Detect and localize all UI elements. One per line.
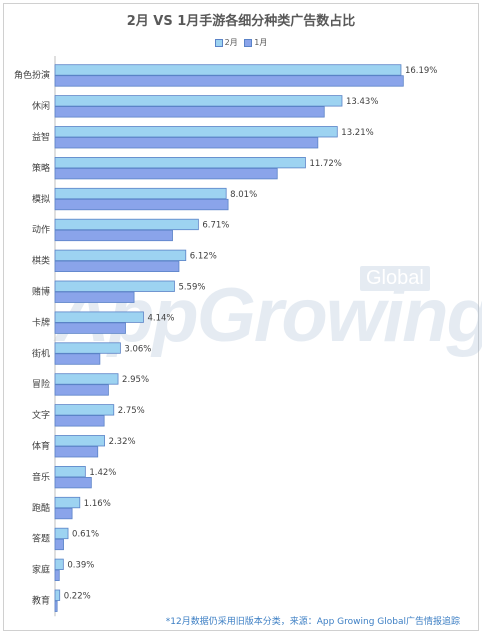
bar-jan (54, 384, 109, 396)
data-label: 6.71% (202, 221, 229, 231)
bar-jan (54, 260, 180, 273)
data-label: 0.39% (67, 561, 94, 571)
bar-feb (54, 589, 61, 601)
bar-jan (54, 415, 105, 427)
legend-item-0: 2月 (214, 37, 238, 48)
category-label: 冒险 (32, 378, 50, 390)
bar-feb (54, 527, 69, 540)
bar-feb (54, 126, 338, 138)
chart-title: 2月 VS 1月手游各细分种类广告数占比 (126, 14, 356, 29)
category-label: 角色扮演 (14, 69, 50, 81)
category-label: 益智 (32, 131, 50, 143)
data-label: 2.32% (109, 437, 136, 447)
bar-jan (54, 538, 64, 551)
bar-feb (54, 496, 81, 509)
bar-jan (54, 137, 319, 149)
data-label: 2.75% (118, 406, 145, 416)
bar-feb (54, 558, 64, 570)
category-label: 教育 (32, 595, 50, 607)
legend-item-1: 1月 (244, 37, 267, 48)
bar-jan (54, 322, 126, 334)
data-label: 2.95% (122, 375, 149, 385)
bar-jan (54, 291, 135, 303)
bar-jan (54, 476, 92, 489)
legend-label-1: 1月 (254, 38, 268, 47)
bar-feb (54, 218, 199, 231)
bar-feb (54, 249, 187, 262)
data-label: 13.21% (341, 128, 373, 138)
bar-feb (54, 64, 402, 76)
data-label: 11.72% (309, 159, 341, 169)
bar-feb (54, 465, 86, 478)
category-label: 模拟 (32, 193, 50, 205)
data-label: 6.12% (190, 252, 217, 262)
footnote: *12月数据仍采用旧版本分类，来源：App Growing Global广告情报… (165, 617, 460, 627)
bar-feb (54, 435, 105, 447)
bar-feb (54, 342, 121, 354)
data-label: 13.43% (346, 97, 378, 107)
data-label: 4.14% (147, 313, 174, 323)
data-label: 5.59% (178, 283, 205, 293)
bar-jan (54, 198, 229, 211)
category-label: 卡牌 (32, 316, 50, 328)
bar-jan (54, 600, 58, 612)
data-label: 0.61% (72, 530, 99, 540)
category-label: 动作 (32, 224, 50, 236)
bar-jan (54, 569, 60, 581)
legend-swatch-0 (214, 38, 223, 47)
bar-jan (54, 229, 173, 242)
bar-feb (54, 156, 306, 169)
legend-swatch-1 (244, 38, 253, 47)
bar-jan (54, 106, 325, 118)
category-label: 棋类 (32, 255, 50, 267)
bar-jan (54, 167, 278, 180)
category-label: 家庭 (32, 564, 50, 576)
bar-jan (54, 75, 404, 87)
category-label: 体育 (32, 440, 50, 452)
bar-jan (54, 353, 101, 365)
bar-feb (54, 280, 175, 292)
data-label: 0.22% (64, 592, 91, 602)
watermark-badge: Global (360, 266, 430, 291)
bar-feb (54, 311, 144, 323)
data-label: 1.42% (89, 468, 116, 478)
data-label: 3.06% (124, 344, 151, 354)
category-label: 跑酷 (32, 502, 50, 514)
bar-jan (54, 446, 99, 458)
data-label: 8.01% (230, 190, 257, 200)
category-label: 策略 (32, 162, 50, 174)
category-label: 答题 (32, 533, 50, 545)
bar-jan (54, 507, 73, 520)
bar-feb (54, 187, 227, 200)
legend-label-0: 2月 (224, 38, 238, 47)
data-label: 1.16% (84, 499, 111, 509)
bar-feb (54, 373, 119, 385)
data-label: 16.19% (405, 66, 437, 76)
category-label: 音乐 (32, 471, 50, 483)
bar-feb (54, 95, 343, 107)
category-label: 文字 (32, 409, 50, 421)
category-label: 休闲 (32, 100, 50, 112)
category-label: 赌博 (32, 286, 50, 298)
category-label: 街机 (32, 347, 50, 359)
legend: 2月 1月 (0, 37, 482, 49)
bar-feb (54, 404, 115, 416)
